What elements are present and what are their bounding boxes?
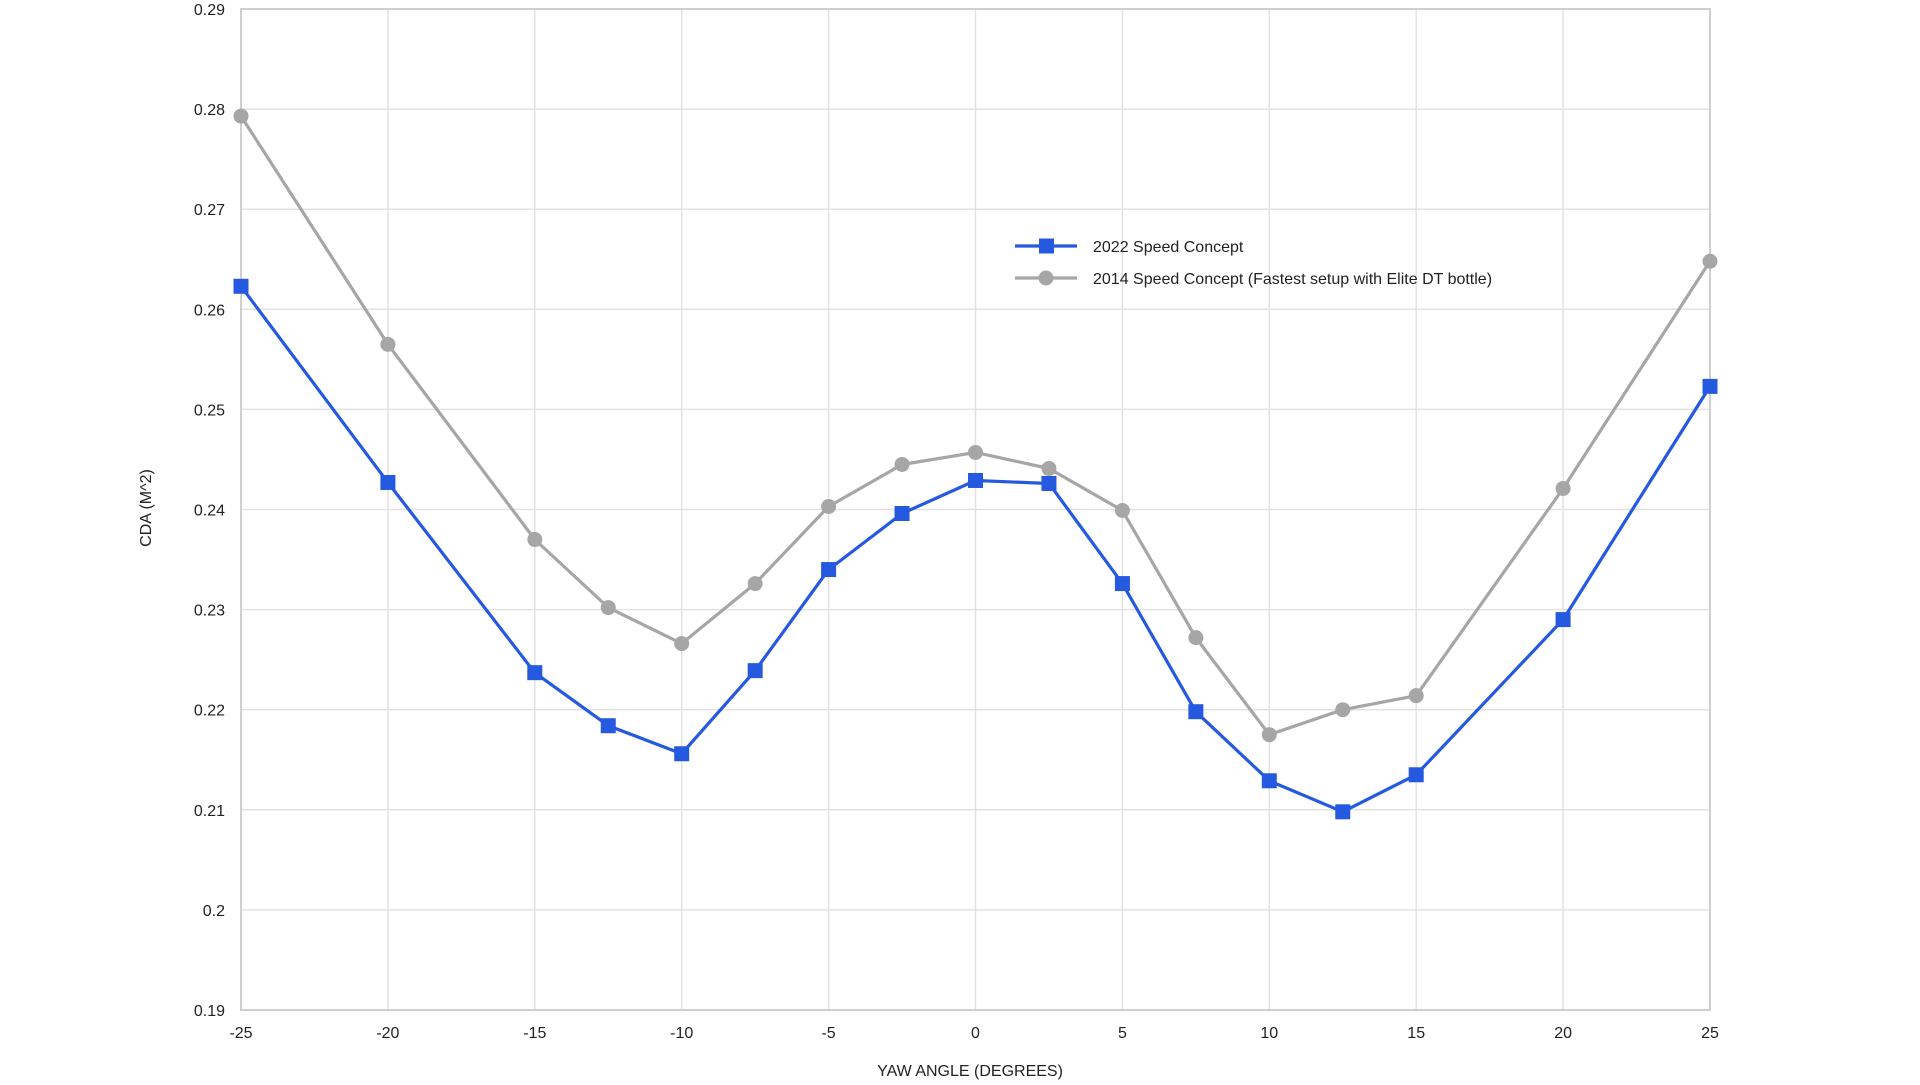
legend-item: 2022 Speed Concept — [1015, 238, 1244, 256]
y-tick-label: 0.25 — [194, 402, 225, 419]
legend-label: 2014 Speed Concept (Fastest setup with E… — [1093, 271, 1492, 288]
x-tick-label: -10 — [670, 1025, 693, 1042]
grid — [240, 8, 1711, 1011]
data-point[interactable] — [1114, 576, 1130, 592]
x-tick-label: -20 — [376, 1025, 399, 1042]
y-tick-label: 0.19 — [194, 1003, 225, 1020]
data-point[interactable] — [968, 444, 983, 460]
data-point[interactable] — [1041, 475, 1057, 491]
x-axis-title: YAW ANGLE (DEGREES) — [877, 1063, 1063, 1080]
x-tick-label: -25 — [229, 1025, 252, 1042]
data-point[interactable] — [527, 665, 543, 681]
data-point[interactable] — [1408, 767, 1424, 783]
x-tick-label: 20 — [1554, 1025, 1572, 1042]
y-tick-label: 0.27 — [194, 202, 225, 219]
y-tick-label: 0.29 — [194, 2, 225, 19]
data-point[interactable] — [674, 746, 690, 762]
plot-frame — [240, 8, 1711, 1011]
data-point[interactable] — [1041, 460, 1057, 476]
legend-square-marker-icon — [1039, 238, 1054, 254]
y-tick-label: 0.24 — [194, 503, 225, 520]
data-point[interactable] — [1408, 688, 1424, 704]
x-tick-label: 15 — [1407, 1025, 1425, 1042]
data-point[interactable] — [1702, 378, 1718, 394]
data-point[interactable] — [380, 474, 396, 490]
y-tick-label: 0.23 — [194, 603, 225, 620]
data-point[interactable] — [674, 636, 690, 652]
data-point[interactable] — [600, 600, 616, 616]
x-tick-label: 25 — [1701, 1025, 1719, 1042]
data-point[interactable] — [821, 498, 837, 514]
legend-label: 2022 Speed Concept — [1093, 239, 1244, 256]
data-point[interactable] — [894, 456, 910, 472]
x-tick-label: 5 — [1118, 1025, 1127, 1042]
data-point[interactable] — [1555, 612, 1571, 628]
x-tick-label: 0 — [971, 1025, 980, 1042]
y-tick-label: 0.28 — [194, 102, 225, 119]
y-axis-title: CDA (M^2) — [138, 469, 155, 547]
data-point[interactable] — [894, 506, 910, 522]
data-point[interactable] — [821, 562, 837, 578]
legend-circle-marker-icon — [1038, 270, 1054, 286]
series-gray — [233, 108, 1718, 743]
data-point[interactable] — [1114, 503, 1130, 519]
x-tick-label: -5 — [821, 1025, 835, 1042]
plot-border — [240, 8, 1711, 1011]
data-point[interactable] — [233, 278, 249, 294]
y-tick-label: 0.21 — [194, 803, 225, 820]
data-point[interactable] — [1261, 727, 1277, 743]
data-point[interactable] — [233, 108, 249, 124]
legend-item: 2014 Speed Concept (Fastest setup with E… — [1015, 270, 1492, 288]
data-point[interactable] — [1335, 804, 1351, 820]
data-point[interactable] — [747, 576, 763, 592]
axes: YAW ANGLE (DEGREES) CDA (M^2) 0.19 0.2 0.2… — [138, 2, 1719, 1080]
data-point[interactable] — [1335, 702, 1351, 718]
series-blue — [233, 278, 1718, 820]
data-point[interactable] — [527, 532, 543, 548]
data-point[interactable] — [1702, 253, 1718, 269]
series — [233, 108, 1718, 820]
x-tick-label: 10 — [1260, 1025, 1278, 1042]
data-point[interactable] — [747, 663, 763, 679]
data-point[interactable] — [1188, 630, 1204, 646]
legend: 2022 Speed Concept 2014 Speed Concept (Fa… — [1015, 238, 1492, 288]
y-tick-label: 0.2 — [203, 903, 225, 920]
y-tick-label: 0.22 — [194, 703, 225, 720]
data-point[interactable] — [380, 336, 396, 352]
data-point[interactable] — [1188, 704, 1204, 720]
data-point[interactable] — [1261, 773, 1277, 789]
data-point[interactable] — [968, 472, 983, 488]
x-tick-label: -15 — [523, 1025, 546, 1042]
data-point[interactable] — [600, 718, 616, 734]
data-point[interactable] — [1555, 480, 1571, 496]
y-tick-label: 0.26 — [194, 302, 225, 319]
